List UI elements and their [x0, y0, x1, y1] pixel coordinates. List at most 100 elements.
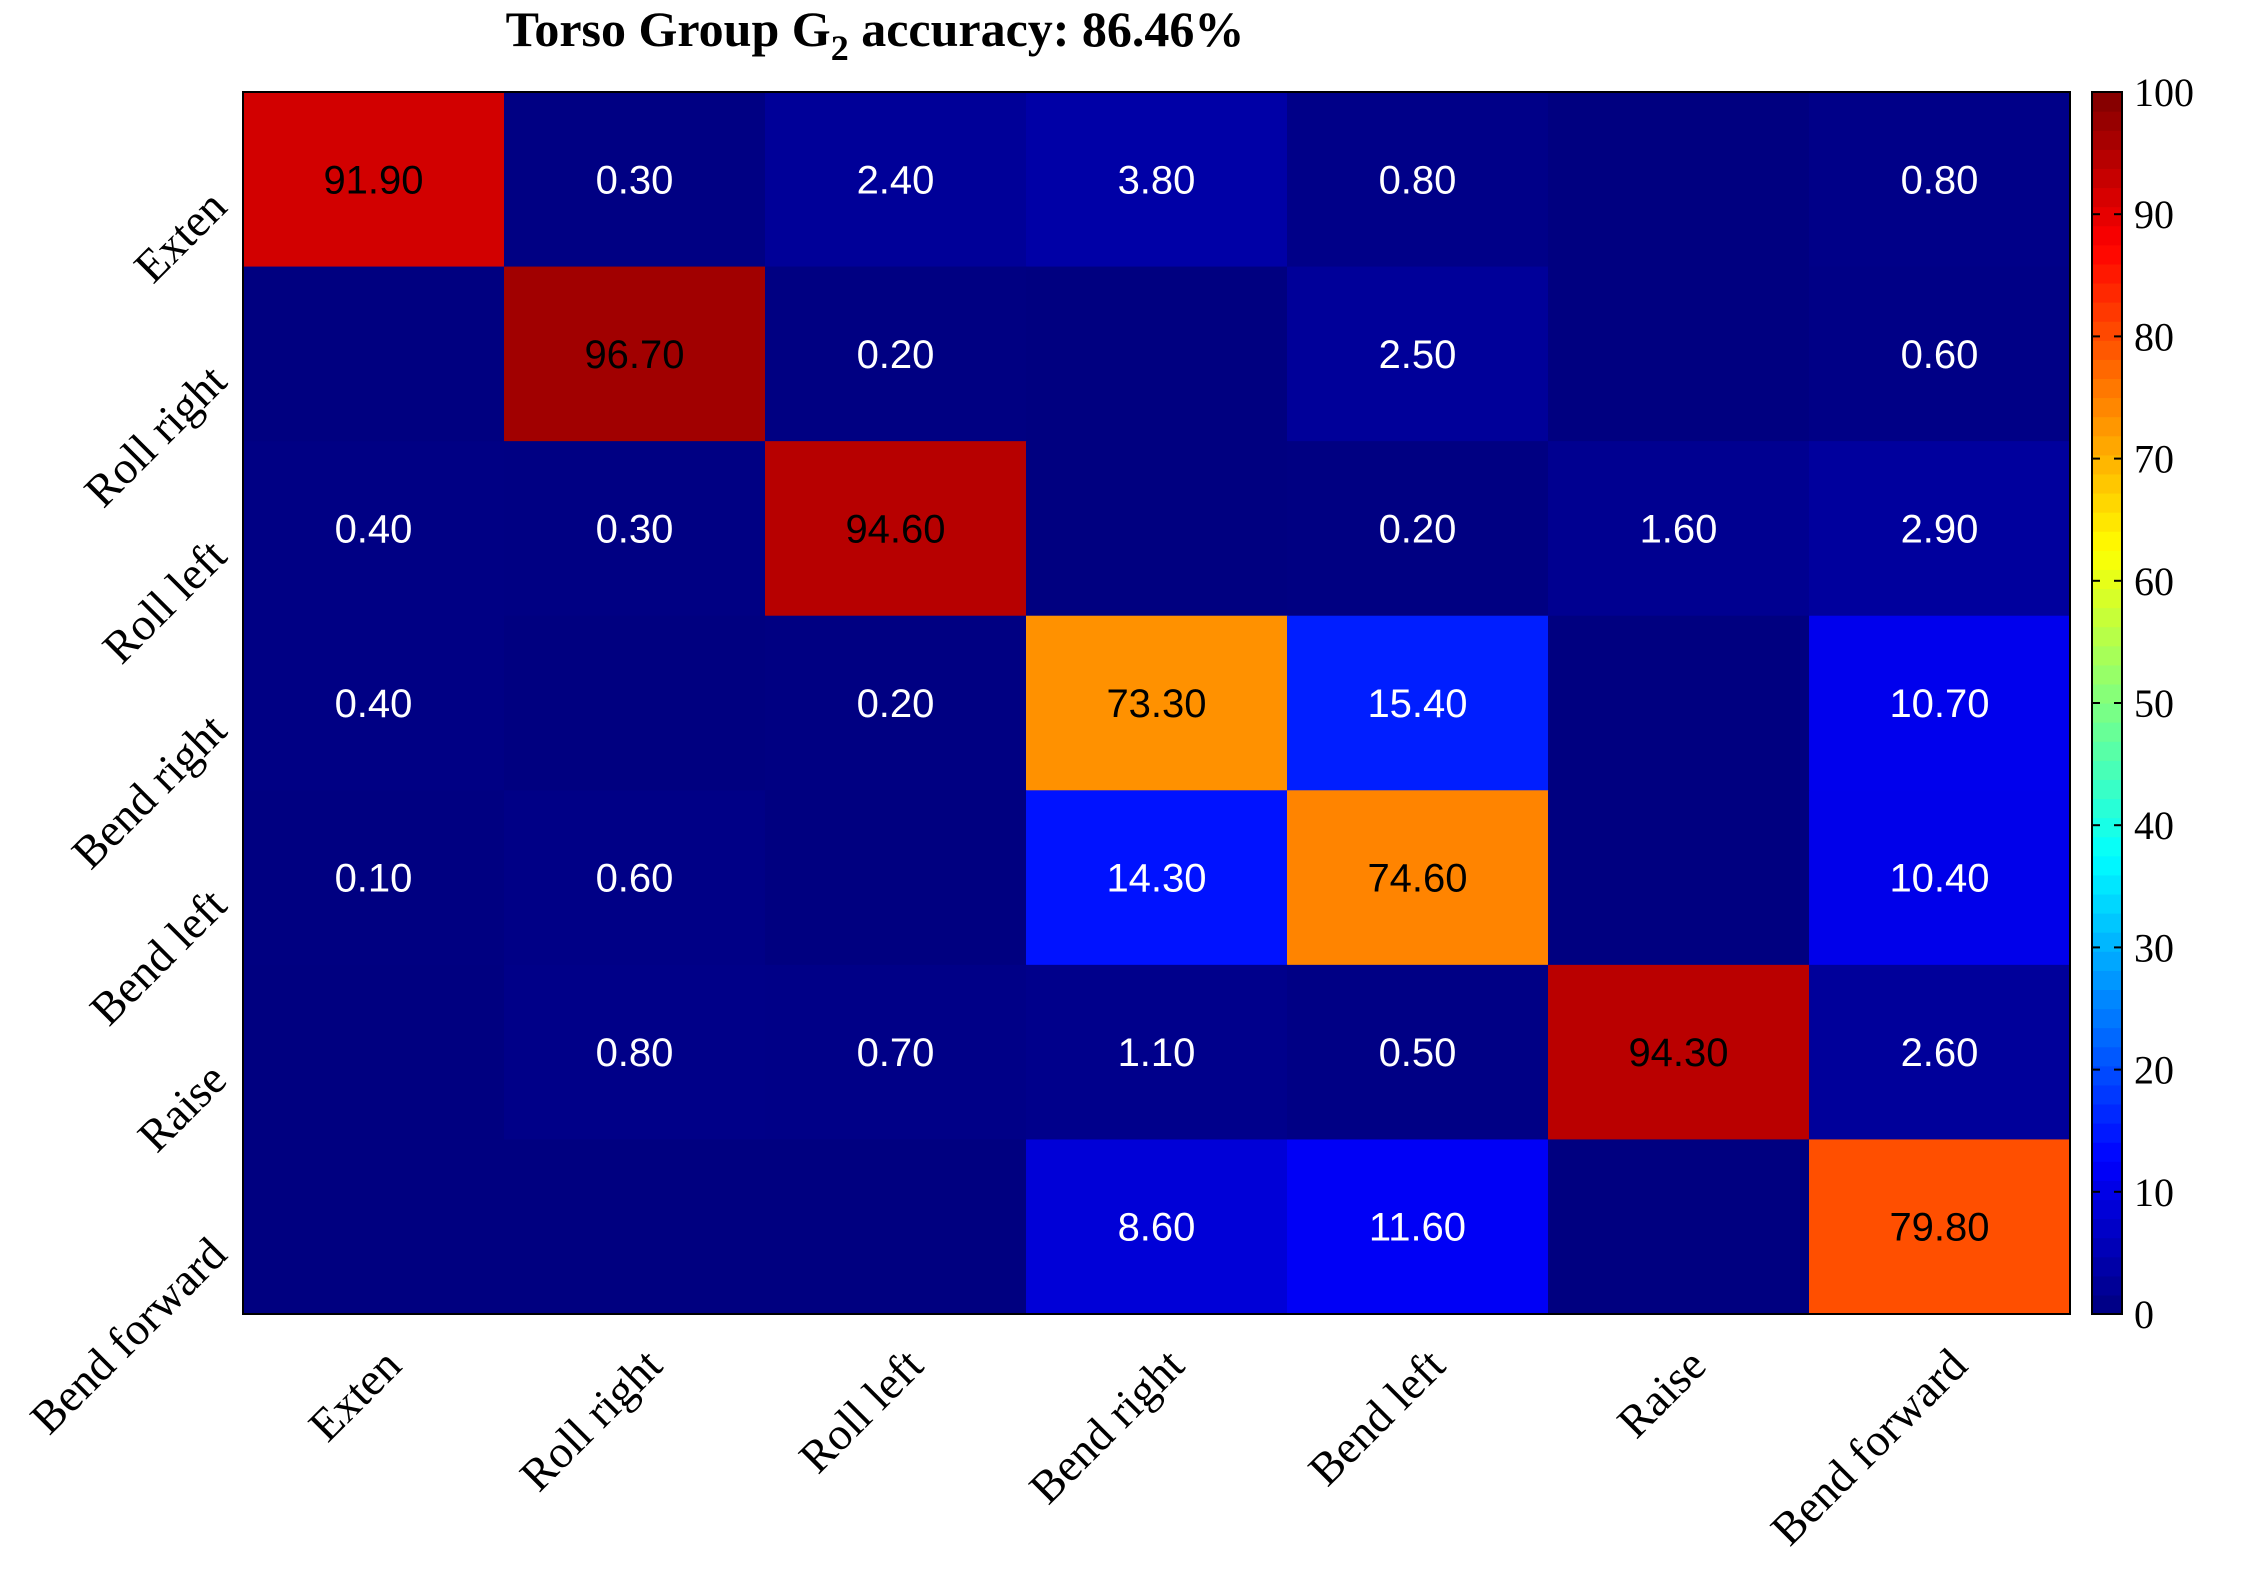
cell-bend-left-bend-forward	[1809, 790, 2071, 966]
colorbar-step	[2092, 989, 2122, 1010]
cell-label-exten-bend-forward: 0.80	[1901, 158, 1979, 202]
cell-label-roll-left-bend-left: 0.20	[1379, 507, 1457, 551]
cell-exten-exten	[243, 92, 505, 268]
cell-label-bend-right-bend-forward: 10.70	[1889, 682, 1989, 726]
x-tick-label-roll-right: Roll right	[510, 1339, 672, 1501]
chart-title-prefix: Torso Group G	[506, 1, 831, 57]
colorbar-step	[2092, 531, 2122, 551]
cell-bend-right-raise	[1548, 615, 1810, 791]
cell-label-exten-bend-right: 3.80	[1118, 158, 1196, 202]
cell-label-bend-left-bend-forward: 10.40	[1889, 857, 1989, 901]
colorbar-step	[2092, 1218, 2122, 1239]
colorbar-step	[2092, 454, 2122, 475]
cell-label-bend-left-roll-right: 0.60	[596, 857, 674, 901]
colorbar-step	[2092, 1237, 2122, 1258]
colorbar-step	[2092, 664, 2122, 685]
colorbar-step	[2092, 798, 2122, 819]
cell-label-roll-left-raise: 1.60	[1640, 507, 1718, 551]
cell-label-roll-right-roll-right: 96.70	[584, 333, 684, 377]
colorbar-step	[2092, 893, 2122, 914]
colorbar-step	[2092, 1103, 2122, 1124]
cell-label-bend-left-bend-left: 74.60	[1367, 857, 1467, 901]
cell-label-exten-roll-left: 2.40	[857, 158, 935, 202]
cell-label-bend-forward-bend-forward: 79.80	[1889, 1206, 1989, 1250]
cell-roll-right-raise	[1548, 266, 1810, 442]
colorbar-step	[2092, 607, 2122, 628]
cell-exten-bend-forward	[1809, 92, 2071, 268]
colorbar-step	[2092, 263, 2122, 284]
cell-exten-roll-left	[765, 92, 1027, 268]
colorbar-step	[2092, 1046, 2122, 1067]
colorbar-step	[2092, 302, 2122, 322]
x-tick-label-bend-forward: Bend forward	[1761, 1339, 1977, 1555]
x-tick-label-raise: Raise	[1607, 1339, 1715, 1447]
colorbar-step	[2092, 111, 2122, 131]
cell-label-exten-roll-right: 0.30	[596, 158, 674, 202]
x-tick-label-exten: Exten	[299, 1339, 411, 1451]
y-tick-label-bend-forward: Bend forward	[20, 1228, 236, 1444]
cell-roll-left-bend-left	[1287, 441, 1549, 617]
cell-bend-left-roll-right	[504, 790, 766, 966]
plot-border	[242, 91, 2071, 1315]
colorbar-step	[2092, 1294, 2122, 1315]
colorbar-step	[2092, 187, 2122, 208]
cell-label-bend-forward-bend-right: 8.60	[1118, 1206, 1196, 1250]
cell-bend-left-bend-right	[1026, 790, 1288, 966]
colorbar-step	[2092, 340, 2122, 360]
cell-label-raise-roll-left: 0.70	[857, 1031, 935, 1075]
cell-label-bend-left-bend-right: 14.30	[1106, 857, 1206, 901]
colorbar-step	[2092, 683, 2122, 704]
colorbar-step	[2092, 92, 2122, 112]
y-tick-label-bend-left: Bend left	[80, 878, 236, 1034]
colorbar-step	[2092, 550, 2122, 570]
cell-roll-right-roll-left	[765, 266, 1027, 442]
colorbar-tick-label: 20	[2134, 1048, 2174, 1093]
cell-roll-right-exten	[243, 266, 505, 442]
cell-label-raise-bend-forward: 2.60	[1901, 1031, 1979, 1075]
colorbar-step	[2092, 970, 2122, 991]
cell-label-roll-left-roll-left: 94.60	[845, 507, 945, 551]
cell-bend-right-roll-right	[504, 615, 766, 791]
cell-roll-left-roll-right	[504, 441, 766, 617]
cell-label-bend-forward-bend-left: 11.60	[1369, 1206, 1466, 1250]
cell-exten-roll-right	[504, 92, 766, 268]
y-tick-label-exten: Exten	[124, 180, 236, 292]
colorbar-step	[2092, 741, 2122, 761]
colorbar-tick-label: 100	[2134, 70, 2194, 115]
colorbar-step	[2092, 130, 2122, 150]
colorbar-step	[2092, 817, 2122, 838]
colorbar-tick-label: 60	[2134, 559, 2174, 604]
colorbar-step	[2092, 492, 2122, 513]
cell-raise-bend-forward	[1809, 964, 2071, 1141]
colorbar-step	[2092, 588, 2122, 609]
colorbar: 0 10 20 30 40 50 60 70 80 90 100	[2091, 70, 2194, 1337]
cell-label-bend-right-roll-left: 0.20	[857, 682, 935, 726]
cell-bend-right-bend-right	[1026, 615, 1288, 791]
colorbar-tick-label: 10	[2134, 1170, 2174, 1215]
colorbar-tick-label: 90	[2134, 192, 2174, 237]
cell-label-raise-bend-right: 1.10	[1118, 1031, 1196, 1075]
cell-roll-right-bend-right	[1026, 266, 1288, 442]
x-tick-label-roll-left: Roll left	[789, 1339, 933, 1483]
colorbar-tick-label: 80	[2134, 314, 2174, 359]
colorbar-step	[2092, 645, 2122, 666]
cell-roll-right-roll-right	[504, 266, 766, 442]
heatmap-cell-labels: 91.90 0.30 2.40 3.80 0.80 0.80 96.70 0.20 2.50 0.…	[323, 158, 1989, 1249]
colorbar-step	[2092, 836, 2122, 857]
colorbar-tick-label: 30	[2134, 925, 2174, 970]
colorbar-step	[2092, 626, 2122, 647]
cell-roll-left-bend-right	[1026, 441, 1288, 617]
colorbar-step	[2092, 225, 2122, 246]
chart-title-subscript: 2	[831, 28, 849, 68]
colorbar-step	[2092, 1084, 2122, 1105]
cell-exten-bend-right	[1026, 92, 1288, 268]
cell-bend-left-roll-left	[765, 790, 1027, 966]
colorbar-step	[2092, 779, 2122, 800]
colorbar-step	[2092, 1180, 2122, 1201]
colorbar-step	[2092, 244, 2122, 265]
cell-bend-right-exten	[243, 615, 505, 791]
colorbar-step	[2092, 282, 2122, 303]
colorbar-step	[2092, 1256, 2122, 1277]
